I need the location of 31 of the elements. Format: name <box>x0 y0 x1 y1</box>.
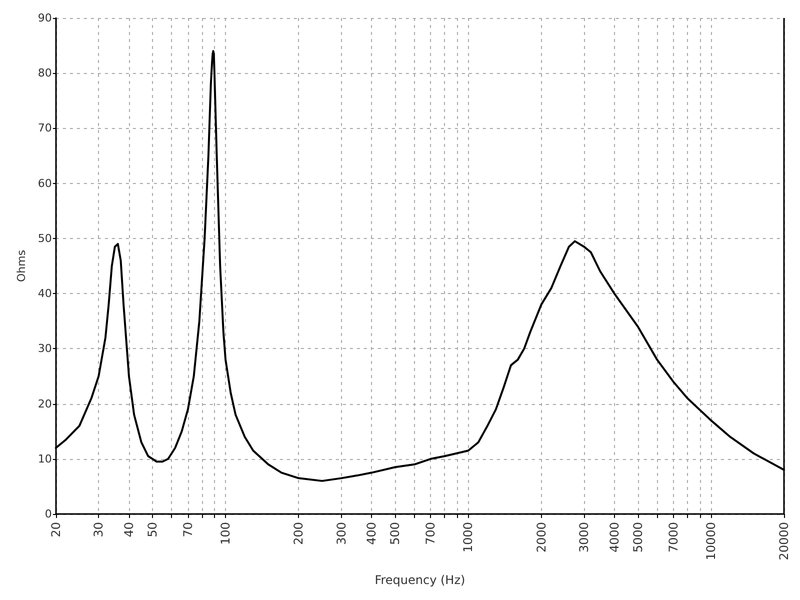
x-tick-label: 300 <box>334 522 348 545</box>
x-tick-label: 50 <box>145 522 160 538</box>
y-tick-label: 90 <box>38 12 52 24</box>
x-tick-label: 500 <box>388 522 402 545</box>
x-tick-label: 30 <box>92 522 106 538</box>
y-tick-label: 30 <box>38 342 52 356</box>
x-tick-label: 40 <box>122 522 136 538</box>
y-tick-label: 20 <box>38 397 52 410</box>
x-tick-label: 10000 <box>704 522 718 560</box>
x-tick-label: 4000 <box>607 522 622 553</box>
x-tick-label: 70 <box>180 522 195 538</box>
x-tick-label: 20 <box>48 522 63 538</box>
x-tick-label: 20000 <box>777 522 791 560</box>
x-tick-label: 3000 <box>577 522 592 553</box>
y-tick-label: 80 <box>38 66 52 80</box>
x-tick-label: 5000 <box>630 522 645 553</box>
y-tick-label: 50 <box>38 232 52 245</box>
x-tick-label: 100 <box>218 522 233 545</box>
y-tick-label: 10 <box>38 452 52 466</box>
y-axis-title: Ohms <box>15 250 28 282</box>
y-tick-label: 0 <box>44 508 52 520</box>
x-axis-title: Frequency (Hz) <box>374 573 466 587</box>
y-tick-label: 60 <box>38 176 52 190</box>
y-tick-label: 40 <box>38 287 52 300</box>
x-tick-label: 1000 <box>461 522 476 553</box>
x-tick-label: 700 <box>424 522 438 545</box>
x-tick-label: 2000 <box>534 522 548 553</box>
x-tick-label: 7000 <box>666 522 680 553</box>
y-tick-label: 70 <box>38 122 52 135</box>
x-tick-label: 400 <box>364 522 379 545</box>
x-tick-label: 200 <box>292 522 306 545</box>
